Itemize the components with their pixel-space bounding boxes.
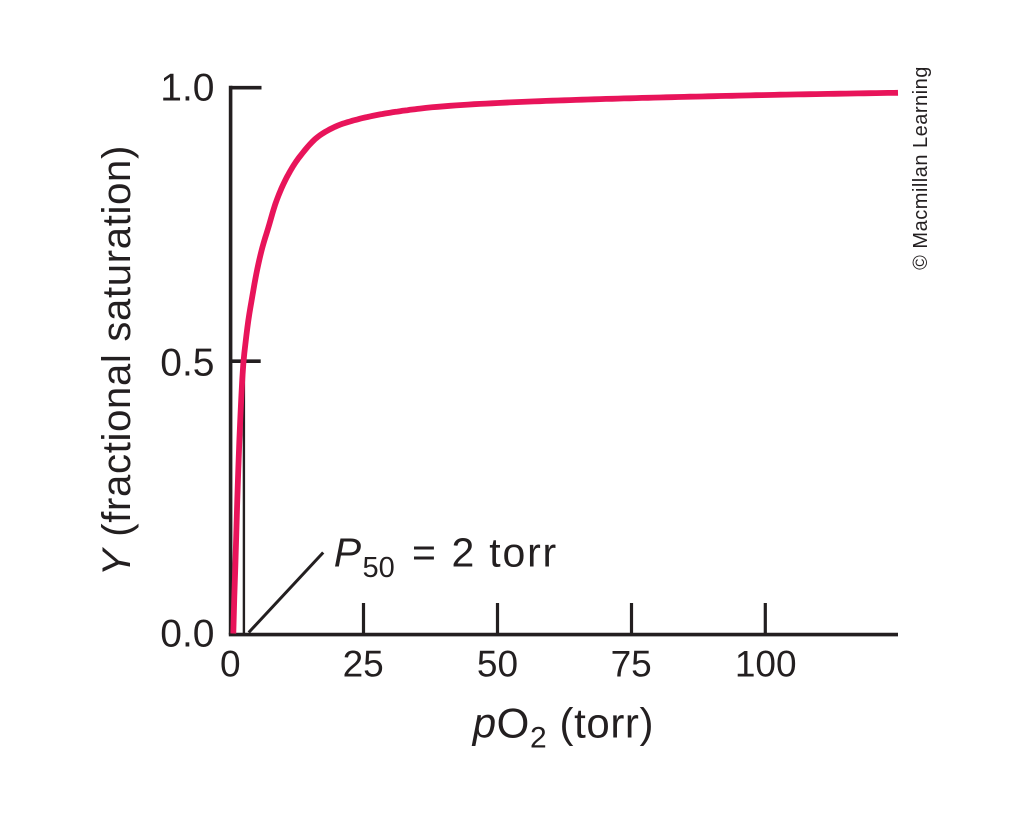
- svg-text:=: =: [412, 529, 436, 575]
- svg-text:0.0: 0.0: [160, 612, 214, 655]
- svg-text:50: 50: [477, 644, 518, 685]
- svg-text:1.0: 1.0: [160, 66, 214, 109]
- svg-text:0: 0: [220, 644, 241, 685]
- svg-text:pO2 (torr): pO2 (torr): [471, 700, 654, 755]
- svg-text:0.5: 0.5: [160, 342, 214, 385]
- svg-text:25: 25: [343, 644, 384, 685]
- svg-text:Y (fractional saturation): Y (fractional saturation): [95, 145, 139, 576]
- svg-text:75: 75: [611, 644, 652, 685]
- svg-text:P: P: [334, 529, 362, 575]
- svg-text:100: 100: [735, 644, 797, 685]
- svg-text:50: 50: [363, 552, 395, 584]
- svg-text:© Macmillan Learning: © Macmillan Learning: [910, 66, 932, 270]
- svg-text:2 torr: 2 torr: [452, 529, 559, 575]
